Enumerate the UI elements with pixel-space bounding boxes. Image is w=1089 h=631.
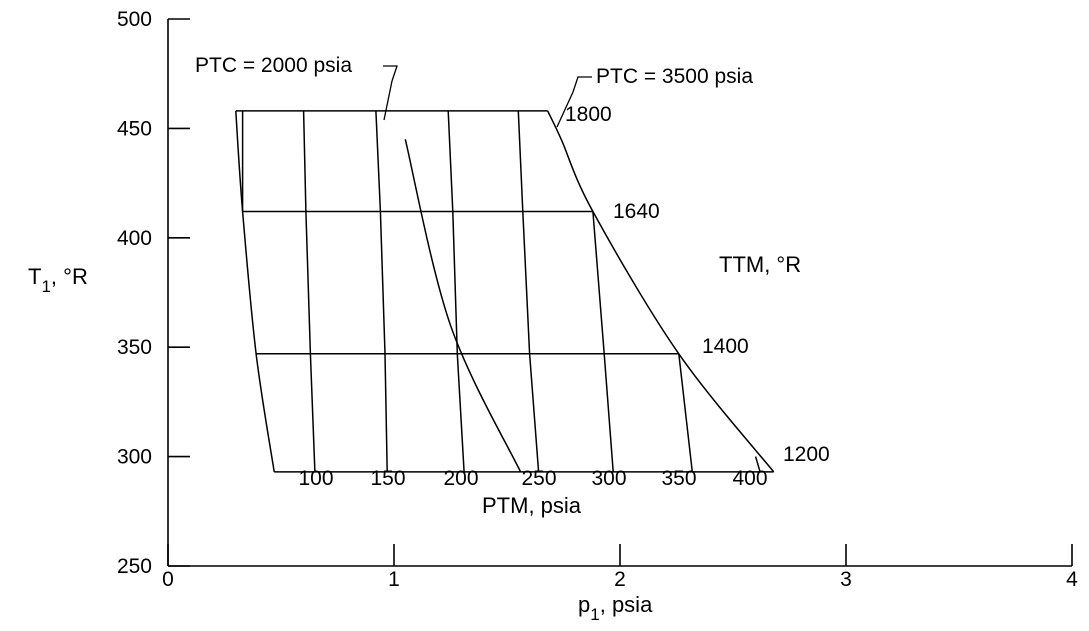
x-tick-label-3: 3 — [840, 568, 852, 591]
ptm-line-300 — [592, 211, 614, 472]
y-tick-label-350: 350 — [117, 336, 152, 359]
ptm-line-200 — [447, 110, 465, 472]
x-tick-label-2: 2 — [614, 568, 626, 591]
y-tick-label-450: 450 — [117, 117, 152, 140]
ptm-line-250 — [517, 110, 540, 472]
carpet-labels: 1200 1400 1640 1800 100 150 200 250 300 350 400 PTC… — [195, 54, 830, 490]
y-axis-title-rest: , °R — [51, 264, 88, 289]
ptm-line-150 — [375, 110, 388, 472]
ttm-axis-title: TTM, °R — [719, 252, 801, 277]
ptm-label-100: 100 — [298, 467, 333, 490]
y-tick-label-250: 250 — [117, 555, 152, 578]
ptm-line-400 — [754, 456, 761, 473]
y-tick-label-500: 500 — [117, 8, 152, 31]
x-tick-label-4: 4 — [1066, 568, 1078, 591]
ptm-line-350 — [678, 353, 694, 472]
x-axis-title-main: p — [578, 592, 590, 617]
ttm-label-1200: 1200 — [783, 443, 830, 466]
y-axis-title-main: T — [28, 264, 41, 289]
x-tick-label-0: 0 — [162, 568, 174, 591]
ttm-label-1640: 1640 — [613, 200, 660, 223]
ttm-label-1800: 1800 — [565, 103, 612, 126]
x-axis-title-sub: 1 — [590, 605, 599, 624]
y-tick-label-400: 400 — [117, 227, 152, 250]
ptc-3500-leader — [556, 76, 592, 128]
ptc-2000-leader-tail — [383, 80, 393, 121]
y-tick-label-300: 300 — [117, 446, 152, 469]
ptm-label-150: 150 — [370, 467, 405, 490]
x-axis-title: p1, psia — [578, 592, 653, 624]
ptc-3500-label: PTC = 3500 psia — [596, 65, 753, 88]
y-axis-title: T1, °R — [28, 264, 88, 296]
ptm-label-250: 250 — [521, 467, 556, 490]
ttm-label-1400: 1400 — [702, 335, 749, 358]
ptc-2000-leader — [383, 65, 398, 82]
ptm-label-400: 400 — [732, 467, 767, 490]
x-tick-label-1: 1 — [388, 568, 400, 591]
ptm-label-200: 200 — [443, 467, 478, 490]
ptm-line-100 — [302, 110, 316, 472]
ptm-label-300: 300 — [591, 467, 626, 490]
ptc-2000-label: PTC = 2000 psia — [195, 54, 352, 77]
carpet-left-edge — [235, 110, 275, 473]
ptc-2000-curve — [404, 139, 522, 473]
axes: 0 1 2 3 4 250 300 350 400 450 500 — [117, 8, 1078, 591]
carpet-right-edge — [547, 110, 775, 473]
ptc-curves — [404, 139, 522, 473]
ptm-axis-title: PTM, psia — [482, 493, 582, 518]
x-axis-title-rest: , psia — [600, 592, 653, 617]
y-axis-title-sub: 1 — [41, 277, 50, 296]
carpet-grid — [235, 110, 775, 473]
ptm-label-350: 350 — [661, 467, 696, 490]
